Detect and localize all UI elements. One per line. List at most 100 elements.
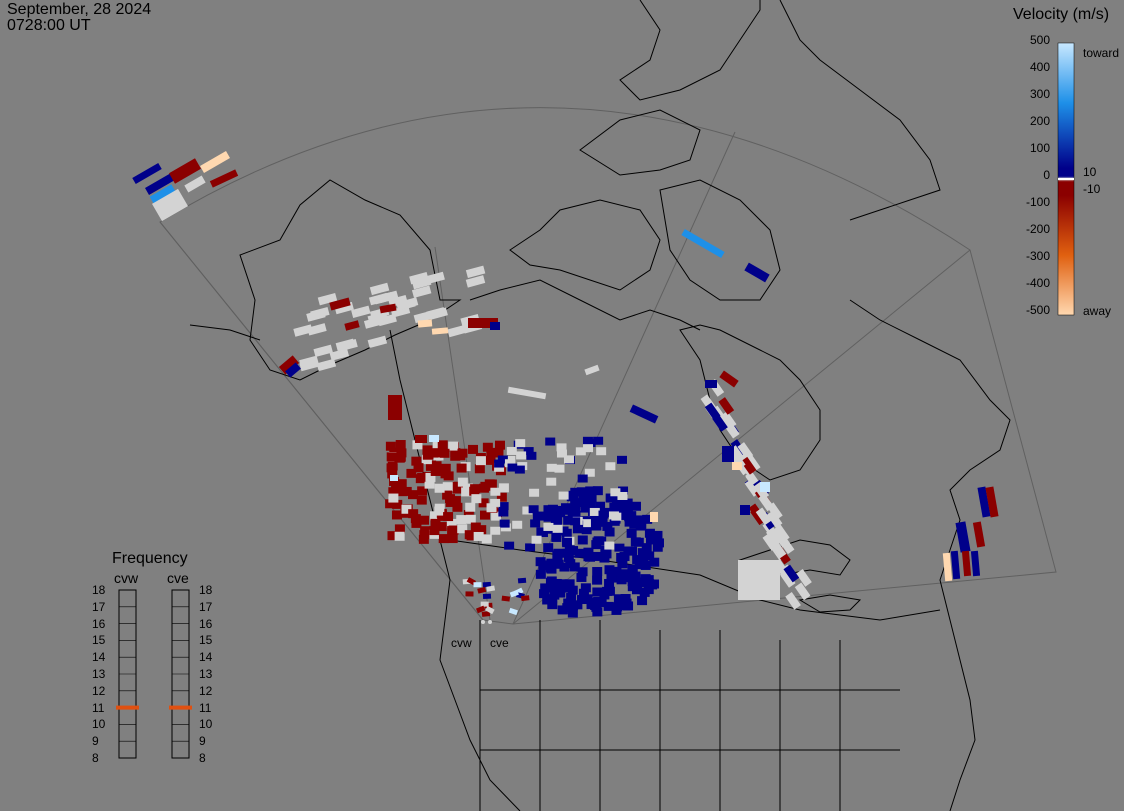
velocity-cell xyxy=(552,550,563,560)
velocity-cell xyxy=(526,451,537,460)
velocity-cell xyxy=(794,582,811,601)
velocity-cell xyxy=(394,531,405,541)
velocity-cell xyxy=(557,605,568,615)
velocity-cell xyxy=(425,461,436,471)
velocity-cell xyxy=(617,559,628,569)
velocity-cell xyxy=(443,512,454,522)
velocity-cell xyxy=(567,507,578,517)
velocity-cell xyxy=(417,486,428,496)
velocity-cell xyxy=(521,595,530,602)
velocity-cell xyxy=(440,469,451,479)
velocity-cell xyxy=(556,443,567,452)
velocity-cell xyxy=(600,545,611,555)
velocity-cell xyxy=(439,448,450,458)
velocity-cell xyxy=(616,552,627,562)
velocity-cell xyxy=(482,593,492,599)
velocity-cell xyxy=(627,567,638,577)
velocity-cell xyxy=(546,477,557,486)
velocity-cell xyxy=(583,444,594,453)
velocity-cell xyxy=(604,527,615,537)
velocity-cell xyxy=(430,518,441,528)
legend-away-label: away xyxy=(1083,304,1112,318)
velocity-tick-label: -500 xyxy=(1025,303,1050,317)
velocity-cell xyxy=(535,569,546,579)
velocity-cell xyxy=(516,451,527,460)
velocity-cell xyxy=(785,592,801,610)
velocity-tick-label: -200 xyxy=(1025,222,1050,236)
velocity-cell xyxy=(470,484,481,494)
velocity-cell xyxy=(424,479,435,489)
velocity-cell xyxy=(517,577,527,584)
velocity-cell xyxy=(583,552,594,562)
velocity-cell xyxy=(476,525,487,535)
velocity-cell xyxy=(431,327,449,335)
velocity-cell xyxy=(598,510,609,519)
velocity-cell xyxy=(705,380,717,388)
frequency-tick-label: 9 xyxy=(92,734,99,749)
velocity-cell xyxy=(416,495,427,505)
frequency-marker-cvw xyxy=(116,705,139,710)
velocity-cell xyxy=(552,515,563,525)
radar-site-cvw xyxy=(481,620,485,624)
velocity-cell xyxy=(755,507,772,526)
velocity-cell xyxy=(478,498,489,508)
velocity-cell xyxy=(436,522,447,532)
velocity-cell xyxy=(408,509,419,519)
velocity-cell xyxy=(452,502,463,512)
velocity-cell xyxy=(447,534,458,544)
velocity-cell xyxy=(450,496,461,506)
velocity-cell xyxy=(528,505,539,514)
velocity-cell xyxy=(572,524,583,534)
velocity-tick-label: 0 xyxy=(1043,168,1050,182)
velocity-cell xyxy=(602,521,613,531)
velocity-cell xyxy=(552,524,563,533)
velocity-cell xyxy=(593,596,604,606)
velocity-cell xyxy=(596,517,607,527)
legend-toward-label: toward xyxy=(1083,46,1120,60)
velocity-cell xyxy=(457,477,468,487)
velocity-cell xyxy=(955,521,971,553)
velocity-cell xyxy=(559,562,570,572)
velocity-cell xyxy=(391,510,402,520)
velocity-cell xyxy=(406,468,417,478)
velocity-cell xyxy=(475,456,486,466)
velocity-cell xyxy=(504,541,515,550)
velocity-cell xyxy=(580,583,591,593)
velocity-cell xyxy=(507,386,547,400)
velocity-cell xyxy=(564,579,575,589)
velocity-cell xyxy=(329,297,351,311)
velocity-cell xyxy=(387,531,398,541)
velocity-cell xyxy=(640,560,651,570)
velocity-cell xyxy=(425,472,436,482)
velocity-cell xyxy=(554,464,565,473)
velocity-cell xyxy=(482,581,491,588)
velocity-cell xyxy=(367,335,388,349)
velocity-cell xyxy=(766,510,783,529)
frequency-tick-label: 17 xyxy=(92,599,106,614)
velocity-cell xyxy=(465,275,486,288)
velocity-cell xyxy=(401,504,412,514)
velocity-cell xyxy=(385,499,396,509)
velocity-cell xyxy=(530,519,541,528)
velocity-cell xyxy=(490,322,500,330)
velocity-cell xyxy=(475,605,486,614)
velocity-cell xyxy=(457,524,468,534)
velocity-cell xyxy=(209,169,239,188)
frequency-radar-cvw: cvw xyxy=(114,570,139,586)
velocity-cell xyxy=(783,564,800,583)
velocity-cell xyxy=(509,589,519,598)
velocity-cell xyxy=(632,577,643,587)
velocity-cell xyxy=(718,397,735,415)
velocity-cell xyxy=(438,534,449,544)
velocity-cell xyxy=(293,324,313,337)
velocity-tick-label: -400 xyxy=(1025,276,1050,290)
frequency-tick-label: 13 xyxy=(199,667,213,681)
velocity-cell xyxy=(468,318,498,328)
velocity-cell xyxy=(387,461,398,471)
velocity-cell xyxy=(344,320,360,331)
velocity-cell xyxy=(547,504,558,514)
velocity-cell xyxy=(624,512,635,522)
velocity-cell xyxy=(577,595,588,605)
velocity-cell xyxy=(576,572,587,582)
